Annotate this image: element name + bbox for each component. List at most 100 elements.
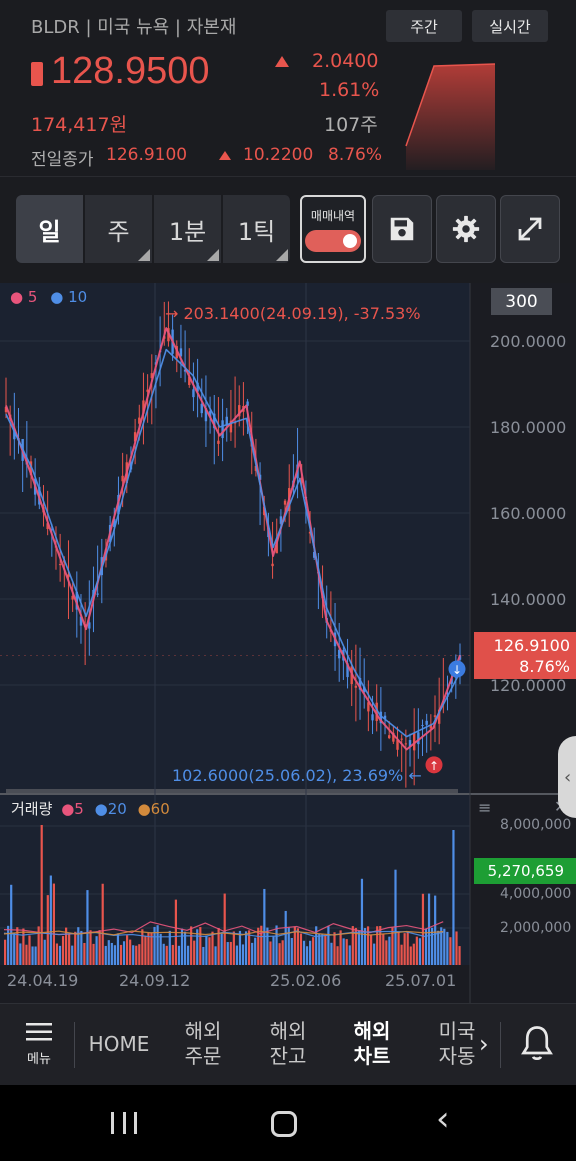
volume-bar: [31, 946, 34, 965]
toggle-switch[interactable]: [305, 229, 361, 252]
prev-up-triangle-icon: [219, 151, 231, 160]
candle-body: [417, 732, 420, 745]
volume-bar: [244, 931, 248, 965]
trade-history-toggle[interactable]: 매매내역: [300, 195, 366, 263]
volume-bar: [318, 934, 321, 965]
period-tick-tab[interactable]: 1틱: [223, 195, 291, 263]
vol60-label: 60: [150, 800, 170, 818]
volume-bar: [61, 936, 65, 965]
candle-body: [4, 406, 8, 413]
candle-body: [313, 551, 316, 558]
notification-button[interactable]: [519, 1024, 555, 1068]
right-arrow-icon: →: [165, 304, 184, 323]
volume-bar: [412, 943, 415, 965]
side-panel-handle[interactable]: ‹: [558, 736, 576, 818]
period-minute-tab[interactable]: 1분: [154, 195, 222, 263]
volume-bar: [65, 927, 68, 965]
home-icon[interactable]: [271, 1111, 297, 1137]
candle-body: [421, 725, 424, 727]
candle-body: [138, 417, 141, 424]
up-arrow-icon: ↑: [429, 759, 439, 773]
candle-body: [142, 400, 145, 414]
chart-area[interactable]: ↑ ↓ ● 5 ● 10 300 → 203.1400(24.09.19), -3…: [0, 283, 576, 1003]
save-button[interactable]: [372, 195, 432, 263]
volume-bar: [22, 928, 25, 965]
nav-overseas-balance[interactable]: 해외 잔고: [269, 1019, 307, 1068]
volume-bar: [290, 938, 293, 965]
volume-bar: [187, 945, 190, 965]
candle-body: [133, 432, 137, 442]
candle-body: [46, 523, 49, 530]
volume-bar: [77, 927, 80, 965]
candle-body: [379, 711, 383, 724]
volume-bar: [159, 933, 162, 965]
volume-bar: [110, 942, 113, 965]
bottom-nav: 메뉴 HOME 해외 주문 해외 잔고 해외 차트 미국 자동 ›: [0, 1003, 576, 1085]
volume-bar: [80, 930, 83, 965]
weekly-button[interactable]: 주간: [386, 10, 462, 42]
nav-home[interactable]: HOME: [88, 1032, 150, 1056]
down-arrow-icon: ↓: [452, 663, 462, 677]
period-daily-label: 일: [38, 217, 61, 246]
x-axis-bg: [0, 965, 576, 1003]
volume-bar: [400, 944, 403, 965]
volume-bar: [156, 925, 159, 965]
back-icon[interactable]: ‹: [436, 1099, 450, 1139]
candle-body: [383, 715, 387, 719]
nav-overseas-order[interactable]: 해외 주문: [184, 1019, 222, 1068]
volume-bar: [269, 941, 272, 965]
settings-button[interactable]: [436, 195, 496, 263]
chevron-right-icon[interactable]: ›: [479, 1030, 489, 1058]
price-pane-bg: [0, 283, 470, 793]
volume-bar: [107, 940, 110, 965]
candle-body: [246, 401, 249, 406]
volume-bar: [278, 943, 281, 965]
candle-body: [146, 389, 149, 392]
volume-bar: [177, 945, 181, 965]
volume-bar: [10, 884, 13, 965]
volume-bar: [418, 938, 421, 965]
realtime-button[interactable]: 실시간: [472, 10, 548, 42]
volume-bar: [52, 883, 55, 965]
count-box[interactable]: 300: [491, 288, 552, 315]
current-price-tag-value: 126.9100: [493, 636, 570, 655]
nav-divider: [500, 1022, 501, 1068]
volume-bar: [248, 930, 251, 965]
volume-bar: [458, 946, 461, 965]
vol20-dot: ●: [94, 800, 108, 818]
volume-bar: [382, 933, 385, 965]
prev-change: 10.2200: [243, 145, 314, 165]
volume-bar: [443, 928, 446, 965]
period-weekly-tab[interactable]: 주: [85, 195, 153, 263]
volume-bar: [272, 936, 275, 965]
quote-header: BLDR | 미국 뉴욕 | 자본재 주간 실시간 128.9500 2.040…: [0, 0, 576, 175]
menu-button[interactable]: 메뉴: [22, 1022, 56, 1067]
ma-legend: ● 5 ● 10: [10, 288, 87, 306]
volume-bar: [415, 936, 418, 965]
up-triangle-icon: [275, 56, 289, 67]
recent-apps-icon[interactable]: [111, 1112, 137, 1134]
nav-overseas-chart[interactable]: 해외 차트: [353, 1019, 391, 1068]
volume-bar: [126, 935, 129, 965]
candle-body: [67, 574, 70, 578]
volume-bar: [406, 932, 409, 965]
volume-bar: [196, 929, 199, 965]
volume-bar: [232, 931, 235, 965]
krw-price: 174,417원: [31, 114, 128, 136]
volume-bar: [238, 930, 242, 965]
candle-body: [196, 382, 199, 392]
candle-body: [392, 732, 395, 742]
candle-body: [396, 739, 399, 750]
expand-button[interactable]: [500, 195, 560, 263]
volume-bar: [141, 929, 144, 965]
menu-label: 메뉴: [27, 1052, 51, 1067]
nav-us-auto[interactable]: 미국 자동: [438, 1019, 476, 1068]
volume-title: 거래량: [11, 800, 53, 818]
volume-bar: [28, 935, 31, 965]
candle-body: [192, 389, 195, 398]
candle-body: [233, 422, 237, 424]
volume-bar: [299, 933, 303, 965]
volume-menu-icon[interactable]: ≡: [478, 798, 492, 817]
volume-bar: [55, 943, 59, 965]
period-daily-tab[interactable]: 일: [16, 195, 84, 263]
